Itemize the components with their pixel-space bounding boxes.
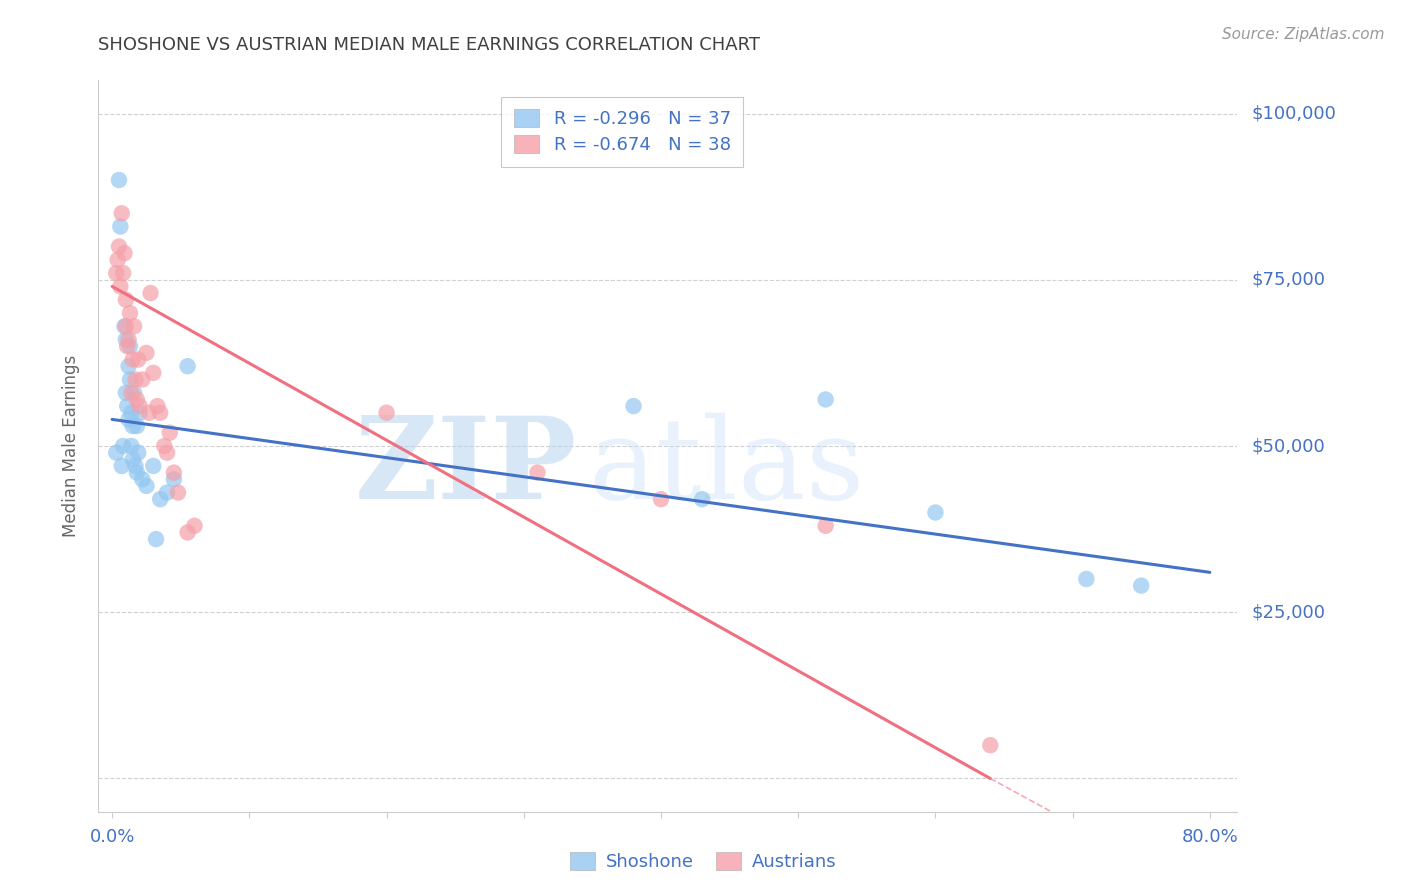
Point [979, 738, 1001, 752]
Point [110, 219, 132, 234]
Point [124, 458, 146, 473]
Point [153, 439, 176, 453]
Point [690, 492, 713, 507]
Text: ZIP: ZIP [354, 412, 576, 524]
Point [1130, 579, 1153, 593]
Point [118, 306, 141, 320]
Point [117, 333, 139, 347]
Point [114, 319, 136, 334]
Point [1076, 572, 1098, 586]
Point [149, 406, 172, 420]
Point [650, 492, 672, 507]
Point [115, 339, 138, 353]
Legend: Shoshone, Austrians: Shoshone, Austrians [562, 846, 844, 879]
Point [814, 392, 837, 407]
Point [183, 518, 205, 533]
Point [117, 412, 139, 426]
Text: $25,000: $25,000 [1251, 603, 1326, 621]
Point [117, 359, 139, 374]
Point [120, 439, 142, 453]
Point [115, 319, 138, 334]
Point [115, 293, 138, 307]
Point [122, 319, 145, 334]
Point [110, 279, 132, 293]
Point [121, 452, 143, 467]
Point [105, 266, 128, 280]
Point [127, 352, 149, 367]
Point [118, 372, 141, 386]
Point [120, 406, 142, 420]
Point [128, 399, 150, 413]
Point [131, 472, 153, 486]
Text: SHOSHONE VS AUSTRIAN MEDIAN MALE EARNINGS CORRELATION CHART: SHOSHONE VS AUSTRIAN MEDIAN MALE EARNING… [98, 36, 761, 54]
Text: atlas: atlas [588, 413, 865, 524]
Point [156, 445, 179, 459]
Point [107, 252, 129, 267]
Point [121, 419, 143, 434]
Point [375, 406, 398, 420]
Point [156, 485, 179, 500]
Point [108, 239, 131, 253]
Point [127, 445, 149, 459]
Point [124, 372, 146, 386]
Point [163, 466, 186, 480]
Point [142, 458, 165, 473]
Point [149, 492, 172, 507]
Point [167, 485, 190, 500]
Point [122, 385, 145, 400]
Point [111, 458, 134, 473]
Point [924, 506, 946, 520]
Point [139, 286, 162, 301]
Text: $100,000: $100,000 [1251, 104, 1336, 122]
Point [131, 372, 153, 386]
Point [146, 399, 169, 413]
Point [128, 406, 150, 420]
Point [176, 525, 198, 540]
Point [112, 266, 135, 280]
Point [176, 359, 198, 374]
Point [142, 366, 165, 380]
Point [121, 352, 143, 367]
Point [114, 246, 136, 260]
Point [135, 479, 157, 493]
Point [623, 399, 645, 413]
Point [111, 206, 134, 220]
Point [105, 445, 128, 459]
Point [135, 346, 157, 360]
Text: $75,000: $75,000 [1251, 271, 1326, 289]
Point [145, 532, 167, 546]
Point [120, 385, 142, 400]
Point [115, 333, 138, 347]
Point [125, 392, 148, 407]
Text: Source: ZipAtlas.com: Source: ZipAtlas.com [1222, 27, 1385, 42]
Point [159, 425, 181, 440]
Point [112, 439, 135, 453]
Text: $50,000: $50,000 [1251, 437, 1324, 455]
Point [163, 472, 186, 486]
Point [814, 518, 837, 533]
Point [138, 406, 160, 420]
Point [125, 419, 148, 434]
Point [125, 466, 148, 480]
Legend: R = -0.296   N = 37, R = -0.674   N = 38: R = -0.296 N = 37, R = -0.674 N = 38 [501, 96, 744, 167]
Point [526, 466, 548, 480]
Point [118, 339, 141, 353]
Point [115, 399, 138, 413]
Point [115, 385, 138, 400]
Y-axis label: Median Male Earnings: Median Male Earnings [62, 355, 80, 537]
Point [108, 173, 131, 187]
